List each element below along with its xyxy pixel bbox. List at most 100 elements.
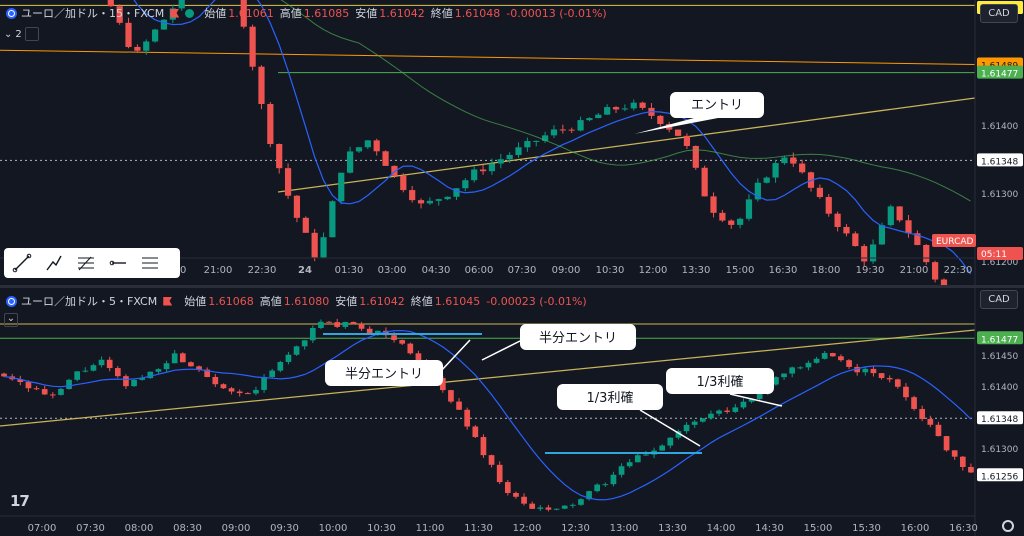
time-label: 07:00 <box>28 523 57 534</box>
gear-icon[interactable] <box>1002 520 1014 532</box>
candle-body <box>586 118 593 121</box>
candle-body <box>781 157 788 164</box>
candle-body <box>854 366 861 373</box>
low-value: 1.61042 <box>359 294 405 308</box>
time-label: 11:00 <box>416 523 445 534</box>
currency-selector[interactable]: CAD <box>980 290 1018 309</box>
candle-body <box>506 154 513 160</box>
candle-body <box>932 262 939 280</box>
candle-body <box>740 401 747 408</box>
parallel-channel-tool-icon[interactable] <box>138 252 162 274</box>
candle-body <box>269 370 276 377</box>
long-moving-average-line <box>280 0 971 202</box>
bottom-chart-pane[interactable]: 1.61477 1.61450 1.61400 1.61348 1.61300 1.612… <box>0 288 1024 536</box>
bottom-chart-canvas[interactable]: 1.61477 1.61450 1.61400 1.61348 1.61300 1.612… <box>0 288 1024 536</box>
candle-body <box>790 157 797 164</box>
currency-selector[interactable]: CAD <box>980 4 1018 23</box>
candle-body <box>595 114 602 119</box>
candle-body <box>134 46 141 51</box>
candle-body <box>131 379 137 387</box>
candle-body <box>407 343 414 354</box>
candle-body <box>178 0 185 9</box>
chevron-down-icon[interactable]: ⌄ <box>4 313 18 327</box>
candle-body <box>444 196 451 200</box>
bottom-symbol[interactable]: ユーロ／加ドル・5・FXCM <box>21 295 158 308</box>
top-chart-canvas[interactable]: 1.617001.616831.615761.614891.614771.614… <box>0 0 1024 285</box>
high-label: 高値 <box>279 7 302 20</box>
candle-body <box>724 410 731 412</box>
countdown-bg <box>977 247 1023 260</box>
candle-body <box>568 129 575 131</box>
candle-body <box>846 360 852 367</box>
candle-body <box>399 340 406 344</box>
chevron-down-icon[interactable]: ⌄ <box>4 28 13 40</box>
candle-body <box>293 195 301 218</box>
top-legend: ユーロ／加ドル・15・FXCM 始値 1.61061 高値 1.61085 安値 1.… <box>6 5 607 21</box>
time-label: 22:30 <box>944 265 973 276</box>
candle-body <box>825 197 832 214</box>
open-value: 1.61068 <box>208 294 254 308</box>
callout-take-profit-1-box <box>557 384 663 410</box>
candle-body <box>33 388 40 390</box>
candle-body <box>578 499 584 505</box>
drawing-toolbar[interactable] <box>4 248 180 278</box>
moving-average-line <box>133 0 972 275</box>
time-label: 01:30 <box>335 265 364 276</box>
candle-body <box>409 190 416 201</box>
candle-body <box>529 503 536 509</box>
close-value: 1.61048 <box>454 6 501 20</box>
candle-body <box>244 393 251 395</box>
time-label: 07:30 <box>76 523 105 534</box>
candle-body <box>626 462 633 467</box>
price-label: 1.61300 <box>981 445 1018 455</box>
candle-body <box>710 196 717 213</box>
candle-body <box>439 377 446 391</box>
candle-body <box>905 220 912 234</box>
top-chart-pane[interactable]: 1.617001.616831.615761.614891.614771.614… <box>0 0 1024 285</box>
candle-body <box>391 335 397 341</box>
candle-body <box>515 147 522 155</box>
candle-body <box>212 376 219 385</box>
candle-body <box>919 408 926 420</box>
indicator-toggle[interactable]: ⌄ 2 <box>4 27 39 41</box>
candle-body <box>58 388 64 395</box>
price-label: 1.61200 <box>981 258 1018 268</box>
candle-body <box>301 340 308 347</box>
candle-body <box>196 366 202 370</box>
candle-body <box>756 393 763 399</box>
fib-tool-icon[interactable] <box>74 252 98 274</box>
candle-body <box>249 26 256 67</box>
trend-line-tool-icon[interactable] <box>10 252 34 274</box>
candle-body <box>834 213 841 227</box>
flag-icon[interactable] <box>163 296 173 306</box>
candle-body <box>415 353 422 362</box>
candle-body <box>577 120 584 131</box>
top-symbol[interactable]: ユーロ／加ドル・15・FXCM <box>21 7 165 20</box>
indicator-box-icon[interactable] <box>24 27 39 41</box>
tradingview-logo[interactable]: 17 <box>10 492 30 510</box>
candle-body <box>719 212 726 221</box>
flag-icon[interactable] <box>170 8 180 18</box>
candle-body <box>657 115 664 125</box>
price-tag <box>977 153 1023 167</box>
candle-body <box>116 6 123 23</box>
trend-line <box>277 97 976 193</box>
candle-body <box>683 424 690 432</box>
candle-body <box>98 359 105 366</box>
path-tool-icon[interactable] <box>42 252 66 274</box>
pane-separator[interactable] <box>0 285 1024 288</box>
time-label: 10:30 <box>596 265 625 276</box>
horizontal-ray-tool-icon[interactable] <box>106 252 130 274</box>
price-label: 1.61300 <box>981 190 1018 200</box>
open-label: 始値 <box>204 7 227 20</box>
candle-body <box>25 382 32 389</box>
price-label: 1.61477 <box>981 335 1018 345</box>
candle-body <box>456 401 462 410</box>
indicator-toggle[interactable]: ⌄ <box>4 313 18 327</box>
candle-body <box>630 102 637 109</box>
close-label: 終値 <box>430 7 453 20</box>
candle-body <box>277 361 284 371</box>
candle-body <box>691 421 698 425</box>
market-status-icon <box>185 8 195 18</box>
candle-body <box>480 437 487 456</box>
